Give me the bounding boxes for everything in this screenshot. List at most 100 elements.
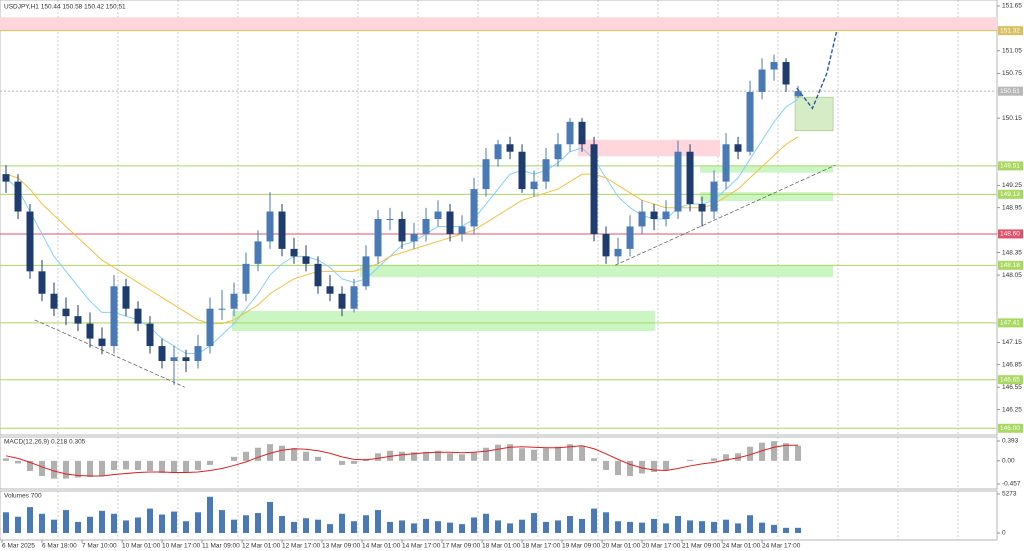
macd-bar <box>531 449 538 461</box>
candle-body <box>410 233 418 242</box>
candle-body <box>326 286 334 294</box>
macd-bar <box>435 450 442 461</box>
macd-bar <box>687 459 694 461</box>
macd-bar <box>51 460 58 479</box>
x-tick-label: 10 Mar 01:00 <box>122 543 161 550</box>
volume-bar <box>459 524 466 534</box>
volume-bar <box>495 520 502 534</box>
macd-bar <box>567 444 574 461</box>
candle-body <box>110 286 118 347</box>
macd-bar <box>723 454 730 461</box>
y-tick-label: 149.25 <box>1002 182 1022 189</box>
candle-body <box>518 151 526 190</box>
candle-body <box>554 144 562 160</box>
candle-body <box>374 218 382 257</box>
zone <box>699 192 834 202</box>
macd-bar <box>99 460 106 477</box>
candle-body <box>422 218 430 234</box>
macd-bar <box>771 441 778 461</box>
macd-bar <box>519 448 526 461</box>
macd-bar <box>423 451 430 461</box>
y-tick-label: 146.55 <box>1002 384 1022 391</box>
macd-bar <box>663 460 670 470</box>
candle-body <box>194 346 202 362</box>
chart-title: USDJPY,H1 150.44 150.58 150.42 150.51 <box>4 4 126 11</box>
volume-bar <box>231 519 238 534</box>
macd-bar <box>231 456 238 461</box>
y-tick-label: 150.75 <box>1002 70 1022 77</box>
y-tick-label: 147.15 <box>1002 339 1022 346</box>
volume-bar <box>531 513 538 534</box>
candle-body <box>290 248 298 257</box>
macd-bar <box>555 446 562 461</box>
macd-tick-label: -0.457 <box>1002 481 1021 488</box>
volume-bar <box>567 515 574 534</box>
x-tick-label: 24 Mar 01:00 <box>722 543 761 550</box>
macd-signal <box>5 444 799 477</box>
candle-body <box>638 211 646 227</box>
candle-body <box>86 323 94 339</box>
volume-bar <box>63 510 70 534</box>
candle-body <box>446 211 454 234</box>
volume-bar <box>555 520 562 534</box>
x-tick-label: 14 Mar 01:00 <box>362 543 401 550</box>
candle-body <box>302 256 310 264</box>
macd-bar <box>87 460 94 478</box>
candle-body <box>314 263 322 287</box>
macd-bar <box>651 460 658 473</box>
macd-bar <box>267 444 274 461</box>
macd-bar <box>387 450 394 461</box>
macd-bar <box>711 458 718 461</box>
volume-bar <box>291 521 298 534</box>
candle-body <box>770 62 778 70</box>
volume-bar <box>471 517 478 534</box>
volume-title: Volumes 700 <box>4 493 42 500</box>
x-tick-label: 18 Mar 01:00 <box>482 543 521 550</box>
macd-bar <box>639 460 646 474</box>
candle-body <box>338 293 346 309</box>
candle-body <box>122 286 130 309</box>
candle-body <box>482 159 490 190</box>
volume-bar <box>27 507 34 534</box>
level-label: 151.32 <box>1000 27 1020 34</box>
y-tick-label: 148.35 <box>1002 249 1022 256</box>
macd-bar <box>195 460 202 470</box>
candle-body <box>386 218 394 220</box>
x-tick-label: 18 Mar 17:00 <box>522 543 561 550</box>
volume-bar <box>255 513 262 534</box>
candle-body <box>362 256 370 287</box>
volume-bar <box>771 524 778 534</box>
main-panel <box>0 0 998 436</box>
volume-bar <box>795 527 802 534</box>
volume-bar <box>399 520 406 534</box>
zone <box>231 310 655 332</box>
candle-body <box>494 144 502 160</box>
macd-bar <box>315 456 322 461</box>
level-label-box <box>998 423 1023 433</box>
y-tick-label: 148.95 <box>1002 205 1022 212</box>
macd-title: MACD(12,26,9) 0.218 0.305 <box>4 439 86 446</box>
macd-bar <box>471 451 478 461</box>
volume-bar <box>303 518 310 534</box>
level-label: 150.51 <box>1000 88 1020 95</box>
y-tick-label: 146.25 <box>1002 406 1022 413</box>
candle-body <box>158 346 166 362</box>
level-label-box <box>998 189 1023 199</box>
volume-bar <box>699 521 706 534</box>
macd-bar <box>615 460 622 476</box>
candle-body <box>50 293 58 309</box>
x-tick-label: 12 Mar 17:00 <box>282 543 321 550</box>
candle-body <box>722 144 730 182</box>
macd-bar <box>591 458 598 461</box>
level-label-box <box>998 86 1023 96</box>
macd-bar <box>303 451 310 461</box>
macd-bar <box>123 460 130 470</box>
volume-bar <box>135 517 142 534</box>
candle-body <box>782 62 790 85</box>
macd-bar <box>15 460 22 464</box>
x-tick-label: 7 Mar 10:00 <box>82 543 117 550</box>
level-label-box <box>998 375 1023 385</box>
volume-bar <box>627 521 634 534</box>
